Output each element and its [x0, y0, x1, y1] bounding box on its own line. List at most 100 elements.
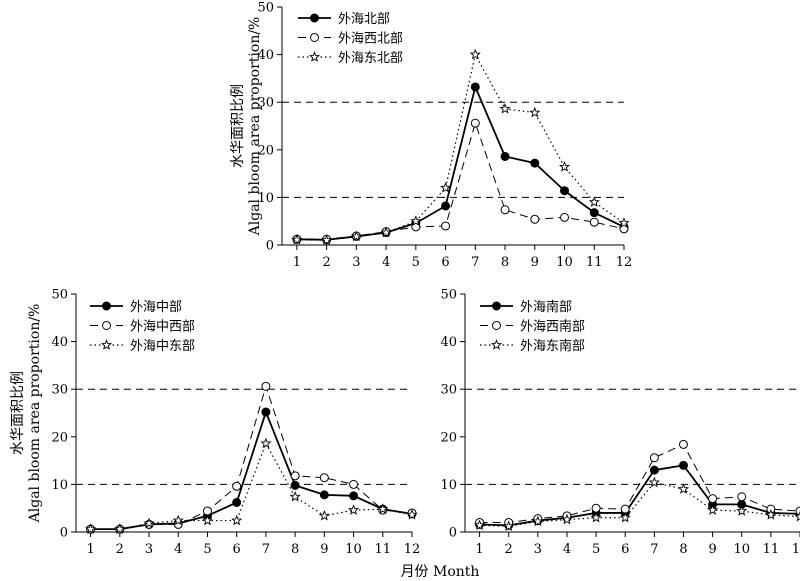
y-tick-label: 10	[440, 478, 457, 493]
x-tick-label: 5	[592, 542, 600, 557]
x-tick-label: 8	[501, 255, 509, 270]
data-point-filled-circle	[589, 208, 599, 218]
data-point-star	[348, 504, 360, 515]
x-tick-label: 5	[203, 542, 211, 557]
data-point-star	[648, 476, 660, 488]
y-tick-label: 50	[440, 288, 457, 303]
data-point-open-circle	[441, 221, 451, 231]
data-point-filled-circle	[560, 186, 570, 196]
data-point-star	[588, 196, 600, 207]
x-tick-label: 6	[441, 255, 449, 270]
x-tick-label: 10	[556, 255, 573, 270]
x-tick-label: 7	[471, 255, 479, 270]
legend-label: 外海东南部	[520, 338, 585, 354]
data-point-star	[231, 514, 243, 526]
legend-marker-star	[490, 339, 503, 350]
data-point-star	[440, 182, 452, 193]
x-tick-label: 9	[708, 542, 716, 557]
data-point-star	[172, 514, 184, 526]
data-point-star	[289, 490, 301, 502]
x-tick-label: 10	[345, 542, 362, 557]
data-point-filled-circle	[678, 460, 688, 470]
series-line-1	[90, 409, 413, 531]
y-tick-label: 50	[257, 1, 274, 16]
y-tick-label: 50	[51, 288, 68, 303]
data-point-filled-circle	[500, 151, 510, 161]
data-point-open-circle	[591, 503, 601, 513]
y-tick-label: 0	[60, 526, 68, 541]
data-point-star	[474, 519, 486, 531]
x-tick-label: 11	[763, 542, 780, 557]
y-tick-label: 0	[449, 526, 457, 541]
legend-label: 外海西南部	[520, 319, 585, 335]
y-tick-label: 40	[440, 335, 457, 350]
y-tick-label: 30	[51, 383, 68, 398]
legend-label: 外海北部	[338, 12, 390, 27]
x-tick-label: 12	[404, 542, 421, 557]
legend-label: 外海中东部	[130, 339, 195, 354]
x-tick-label: 1	[86, 542, 94, 557]
data-point-star	[318, 509, 330, 521]
legend-label: 外海中西部	[130, 320, 195, 335]
x-tick-label: 6	[233, 542, 241, 557]
legend-label: 外海东北部	[338, 51, 403, 66]
x-tick-label: 3	[534, 542, 542, 557]
y-axis-label-en: Algal bloom area proportion/%	[247, 17, 263, 237]
legend-marker-star	[100, 339, 113, 350]
figure-x-axis-label: 月份 Month	[401, 564, 480, 580]
data-point-star	[321, 234, 333, 245]
data-point-star	[561, 513, 573, 525]
legend-marker-filled-circle	[310, 13, 319, 23]
y-axis-label-zh: 水华面积比例	[10, 371, 26, 455]
data-point-open-circle	[470, 118, 480, 128]
legend-label: 外海中部	[130, 300, 182, 315]
x-tick-label: 2	[116, 542, 124, 557]
x-tick-label: 4	[382, 255, 390, 270]
data-point-star	[377, 503, 389, 514]
data-point-open-circle	[202, 506, 212, 516]
data-point-star	[765, 509, 777, 520]
series-line-2	[479, 443, 800, 523]
data-point-star	[114, 523, 126, 534]
data-point-star	[529, 106, 541, 118]
y-tick-label: 20	[440, 430, 457, 445]
y-tick-label: 10	[257, 191, 274, 206]
data-point-star	[736, 505, 748, 516]
series-line-3	[479, 481, 800, 527]
data-point-star	[499, 103, 511, 114]
legend-marker-open-circle	[310, 33, 319, 42]
x-tick-label: 10	[733, 542, 750, 557]
data-point-filled-circle	[649, 465, 659, 475]
data-point-open-circle	[649, 453, 659, 463]
legend-marker-open-circle	[102, 321, 111, 330]
y-tick-label: 40	[51, 335, 68, 350]
x-tick-label: 1	[293, 255, 301, 270]
data-point-star	[590, 511, 602, 523]
y-tick-label: 20	[51, 430, 68, 445]
data-point-open-circle	[678, 439, 688, 449]
data-point-star	[532, 515, 544, 527]
x-tick-label: 11	[586, 255, 603, 270]
data-point-open-circle	[500, 205, 510, 215]
data-point-star	[619, 511, 631, 523]
x-tick-label: 2	[322, 255, 330, 270]
data-point-star	[618, 217, 630, 228]
series-line-2	[296, 121, 625, 240]
y-axis-label-en: Algal bloom area proportion/%	[27, 304, 43, 524]
data-point-filled-circle	[441, 201, 451, 211]
x-tick-label: 12	[616, 255, 633, 270]
data-point-star	[143, 517, 155, 529]
data-point-star	[350, 230, 362, 242]
data-point-open-circle	[290, 471, 300, 481]
y-tick-label: 30	[257, 96, 274, 111]
legend-label: 外海南部	[520, 299, 572, 315]
data-point-star	[260, 437, 272, 449]
x-tick-label: 11	[375, 542, 392, 557]
data-point-open-circle	[261, 381, 271, 391]
data-point-filled-circle	[530, 158, 540, 168]
data-point-filled-circle	[261, 407, 271, 417]
series-line-1	[479, 464, 800, 527]
x-tick-label: 2	[505, 542, 513, 557]
